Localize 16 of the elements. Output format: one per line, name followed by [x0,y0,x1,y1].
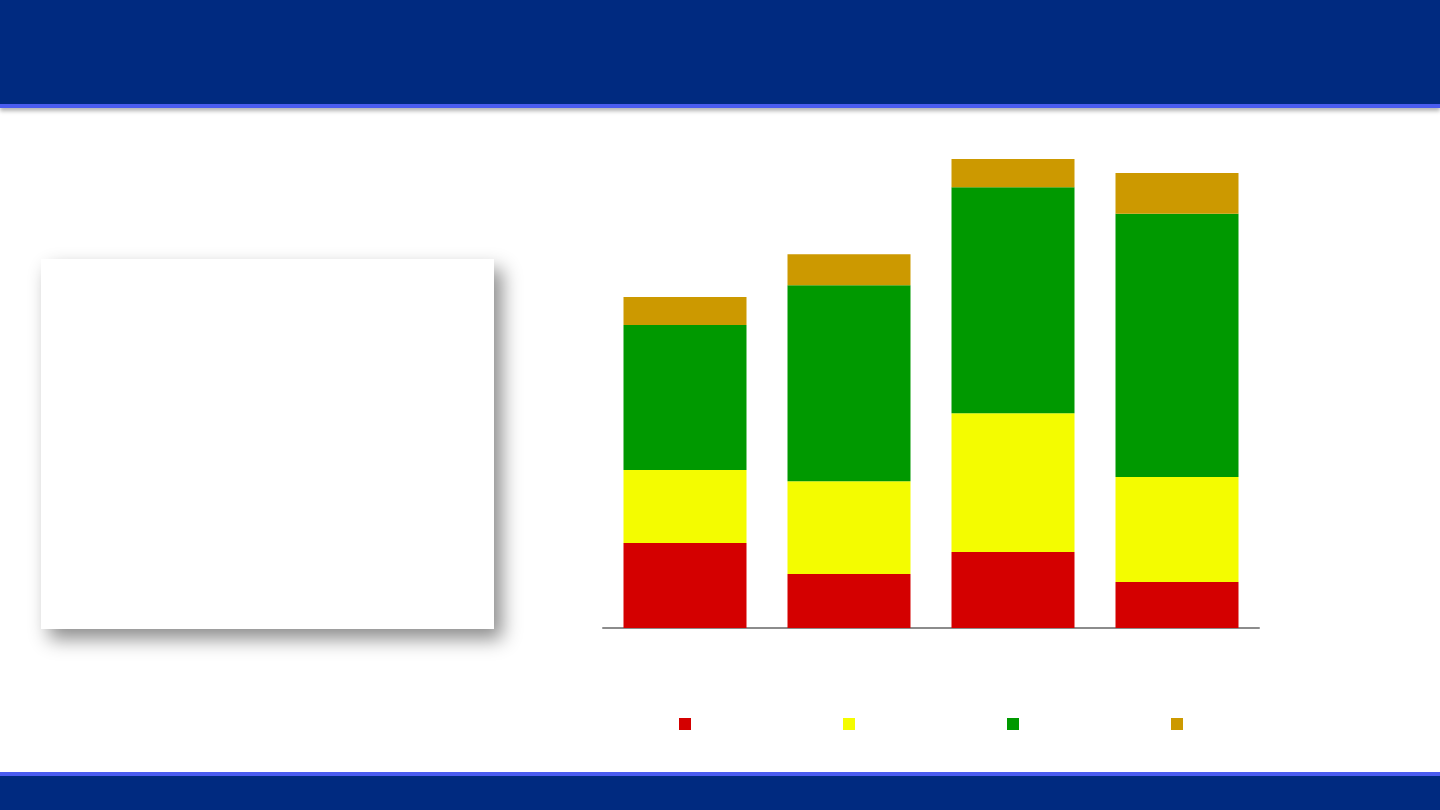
bar [787,285,911,482]
bar [787,481,911,575]
bar [623,469,747,544]
bar [951,552,1075,628]
bar [623,325,747,470]
bar [1115,213,1239,477]
bar [623,543,747,628]
bar [623,296,747,326]
bar [951,159,1075,188]
bar [787,254,911,286]
bar [951,187,1075,414]
bar [1115,582,1239,628]
bar [787,574,911,628]
bar [951,413,1075,553]
bar [1115,476,1239,583]
bar [1115,173,1239,214]
